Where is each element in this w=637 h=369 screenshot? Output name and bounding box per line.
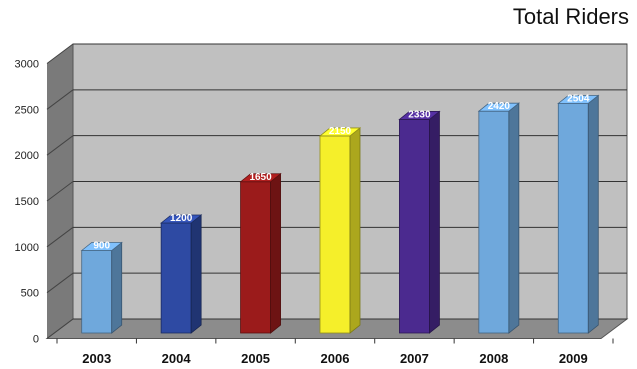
y-tick-label: 1000 [15,242,39,254]
x-tick-label: 2006 [321,351,350,366]
x-tick-label: 2009 [559,351,588,366]
bar-side [190,214,202,334]
bar [160,222,192,334]
data-label: 2420 [488,101,511,112]
y-tick-label: 0 [33,334,39,346]
bar-side [508,102,520,334]
x-tick-label: 2004 [162,351,192,366]
gridline-side [46,181,74,202]
data-label: 2330 [408,109,431,120]
bar-top [398,111,441,120]
x-tick-label: 2003 [82,351,111,366]
x-tick-label: 2008 [479,351,508,366]
bar-side [270,172,281,334]
bar [478,110,510,334]
bar-top [477,102,520,112]
y-tick-label: 2000 [15,150,39,162]
bar [240,181,271,334]
gridline-side [46,135,74,156]
bar-top [80,242,123,251]
gridline-side [46,226,74,248]
bar-top [160,214,203,224]
bar-side [587,94,599,334]
bar [399,119,430,334]
gridline-side [46,318,74,339]
x-tick-label: 2007 [400,351,429,366]
data-label: 1200 [170,213,193,224]
bar-top [557,95,600,104]
bar-top [239,173,282,183]
bar [319,135,351,334]
data-label: 2150 [329,126,352,137]
y-tick-label: 500 [21,288,39,300]
chart-title: Total Riders [512,4,629,29]
data-label: 1650 [249,172,272,183]
y-tick-label: 3000 [15,59,39,71]
gridline-side [46,43,74,64]
x-tick-label: 2005 [241,351,270,366]
bar [557,103,589,334]
bar-side [111,241,123,334]
bar-top [318,127,362,137]
bar-side [429,110,440,334]
y-tick-label: 1500 [15,196,39,208]
data-label: 2504 [567,93,590,104]
bar-side [349,127,361,334]
gridline-side [46,89,74,110]
y-tick-label: 2500 [15,104,39,116]
gridline-side [46,272,74,294]
data-label: 900 [93,241,110,252]
bar [81,250,113,334]
